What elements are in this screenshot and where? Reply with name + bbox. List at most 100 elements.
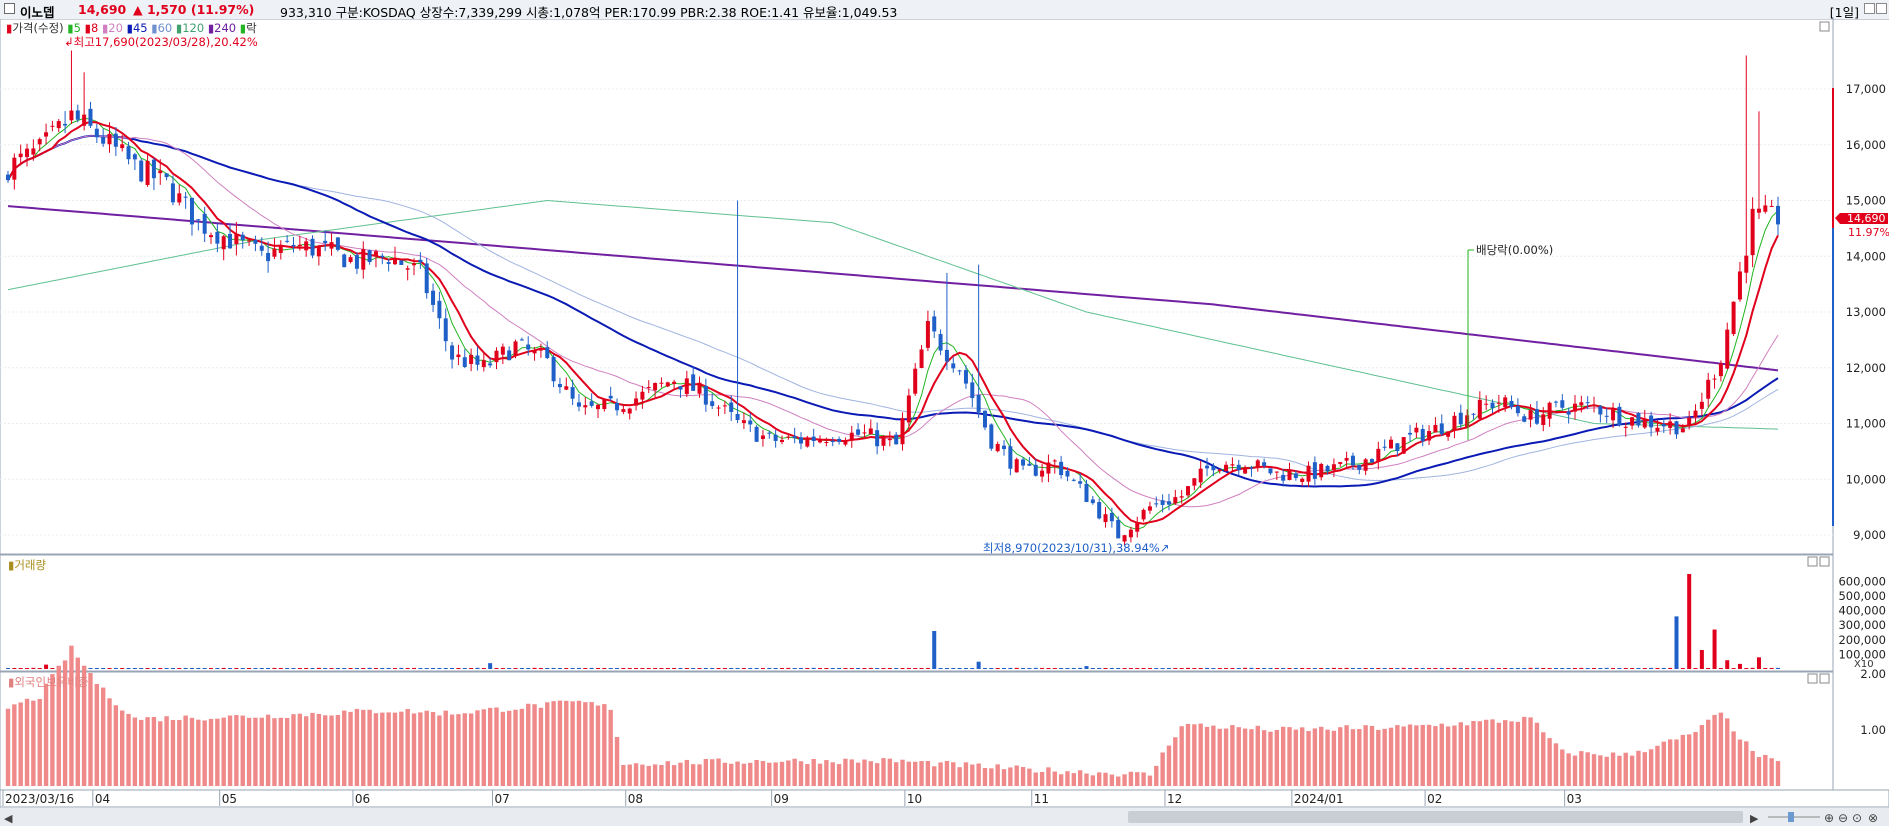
volume-bar bbox=[957, 667, 962, 669]
foreign-bar bbox=[678, 762, 683, 786]
price-tick: 16,000 bbox=[1846, 138, 1886, 152]
foreign-bar bbox=[37, 698, 42, 786]
candle-body bbox=[1141, 509, 1146, 520]
x-tick-label: 04 bbox=[95, 792, 110, 806]
foreign-panel-title[interactable]: ▮외국인보유비중 bbox=[8, 675, 88, 689]
volume-bar bbox=[951, 668, 956, 669]
zoom-slider-handle[interactable] bbox=[1788, 812, 1794, 822]
candle-body bbox=[272, 248, 277, 257]
stock-chart[interactable]: 17,000 16,000 15,000 14,000 13,000 12,000 11,0… bbox=[0, 19, 1889, 826]
foreign-bar bbox=[583, 702, 588, 786]
foreign-ownership-bars bbox=[5, 645, 1781, 786]
candle-body bbox=[1084, 483, 1089, 502]
volume-bar bbox=[1496, 668, 1501, 669]
candle-body bbox=[145, 160, 150, 185]
scroll-left-icon[interactable]: ◀ bbox=[4, 812, 13, 825]
volume-panel-title[interactable]: ▮거래량 bbox=[8, 558, 47, 572]
volume-bar bbox=[1021, 668, 1026, 669]
volume-bar bbox=[1319, 668, 1324, 669]
maximize-icon[interactable] bbox=[1876, 3, 1887, 14]
foreign-bar bbox=[913, 761, 918, 786]
foreign-bar bbox=[570, 701, 575, 786]
foreign-bar bbox=[932, 766, 937, 786]
volume-bar bbox=[697, 668, 702, 669]
foreign-bar bbox=[1636, 750, 1641, 786]
foreign-bar bbox=[1534, 722, 1540, 786]
candle-body bbox=[887, 438, 892, 441]
foreign-bar bbox=[519, 708, 525, 786]
zoom-in-icon[interactable]: ⊕ bbox=[1824, 811, 1834, 825]
volume-bar bbox=[101, 668, 106, 669]
foreign-bar bbox=[1001, 769, 1007, 786]
restore-icon[interactable] bbox=[1864, 3, 1875, 14]
foreign-bar bbox=[1268, 731, 1273, 786]
candle-body bbox=[1611, 408, 1616, 421]
volume-bar bbox=[386, 667, 391, 669]
candle-body bbox=[1376, 448, 1381, 462]
candle-body bbox=[259, 245, 264, 251]
candle-body bbox=[228, 233, 233, 249]
foreign-bar bbox=[437, 715, 442, 786]
foreign-bar bbox=[1452, 725, 1457, 786]
candle-body bbox=[323, 240, 328, 244]
foreign-bar bbox=[1096, 772, 1102, 786]
foreign-bar bbox=[1293, 729, 1299, 786]
volume-bar bbox=[868, 667, 873, 669]
foreign-bar bbox=[284, 718, 290, 786]
price-legend[interactable]: ▮가격(수정) ▮5 ▮8 ▮20 ▮45 ▮60 ▮120 ▮240 ▮락 bbox=[6, 21, 257, 35]
volume-bar bbox=[754, 667, 759, 669]
foreign-bar bbox=[75, 657, 80, 786]
foreign-bar bbox=[1217, 728, 1222, 786]
candle-body bbox=[811, 436, 816, 441]
scroll-thumb[interactable] bbox=[1128, 811, 1743, 823]
foreign-bar bbox=[1039, 771, 1045, 786]
volume-bar bbox=[31, 667, 36, 669]
volume-bar bbox=[1636, 668, 1641, 669]
foreign-bar bbox=[868, 761, 873, 786]
volume-bar bbox=[1395, 668, 1400, 669]
stock-name[interactable]: 이노뎁 bbox=[20, 5, 55, 20]
zoom-fit-icon[interactable]: ⊗ bbox=[1868, 811, 1878, 825]
volume-bar bbox=[627, 667, 632, 669]
zoom-reset-icon[interactable]: ⊙ bbox=[1852, 811, 1862, 825]
horizontal-scrollbar[interactable]: ◀ ▶ ⊕ ⊖ ⊙ ⊗ bbox=[0, 808, 1889, 826]
foreign-bar bbox=[976, 763, 981, 786]
volume-bar bbox=[481, 668, 486, 669]
candle-body bbox=[1255, 460, 1260, 469]
foreign-bar bbox=[1579, 751, 1584, 786]
volume-bar bbox=[1414, 668, 1419, 669]
foreign-bar bbox=[1414, 725, 1419, 786]
volume-bar bbox=[526, 667, 531, 669]
volume-bar bbox=[183, 668, 188, 669]
foreign-bar bbox=[824, 760, 829, 786]
price-tick: 14,000 bbox=[1846, 249, 1886, 263]
foreign-bar bbox=[671, 765, 677, 786]
period-selector[interactable]: [1일] bbox=[1829, 5, 1859, 20]
foreign-bar bbox=[462, 713, 467, 786]
volume-bar bbox=[418, 668, 423, 669]
scroll-right-icon[interactable]: ▶ bbox=[1750, 812, 1759, 825]
candle-body bbox=[627, 408, 632, 414]
candle-body bbox=[6, 174, 10, 181]
candle-body bbox=[1414, 427, 1419, 433]
panel-controls[interactable] bbox=[1807, 21, 1830, 684]
candle-body bbox=[285, 240, 290, 242]
candle-body bbox=[932, 316, 937, 332]
volume-bar bbox=[1503, 668, 1508, 669]
x-tick-label: 05 bbox=[222, 792, 237, 806]
foreign-tick: 1.00 bbox=[1860, 723, 1886, 737]
volume-bar bbox=[741, 668, 746, 669]
foreign-bar bbox=[1312, 728, 1318, 786]
foreign-bar bbox=[1629, 755, 1635, 786]
volume-tick: 500,000 bbox=[1838, 589, 1886, 603]
candle-body bbox=[995, 443, 1000, 452]
x-tick-label: 2023/03/16 bbox=[5, 792, 74, 806]
volume-bar bbox=[1408, 668, 1413, 669]
candle-body bbox=[862, 432, 867, 434]
zoom-out-icon[interactable]: ⊖ bbox=[1838, 811, 1848, 825]
candle-body bbox=[1712, 378, 1717, 380]
foreign-bar bbox=[506, 710, 512, 786]
select-checkbox[interactable] bbox=[4, 3, 15, 14]
volume-bar bbox=[380, 668, 385, 669]
candle-body bbox=[913, 368, 918, 394]
